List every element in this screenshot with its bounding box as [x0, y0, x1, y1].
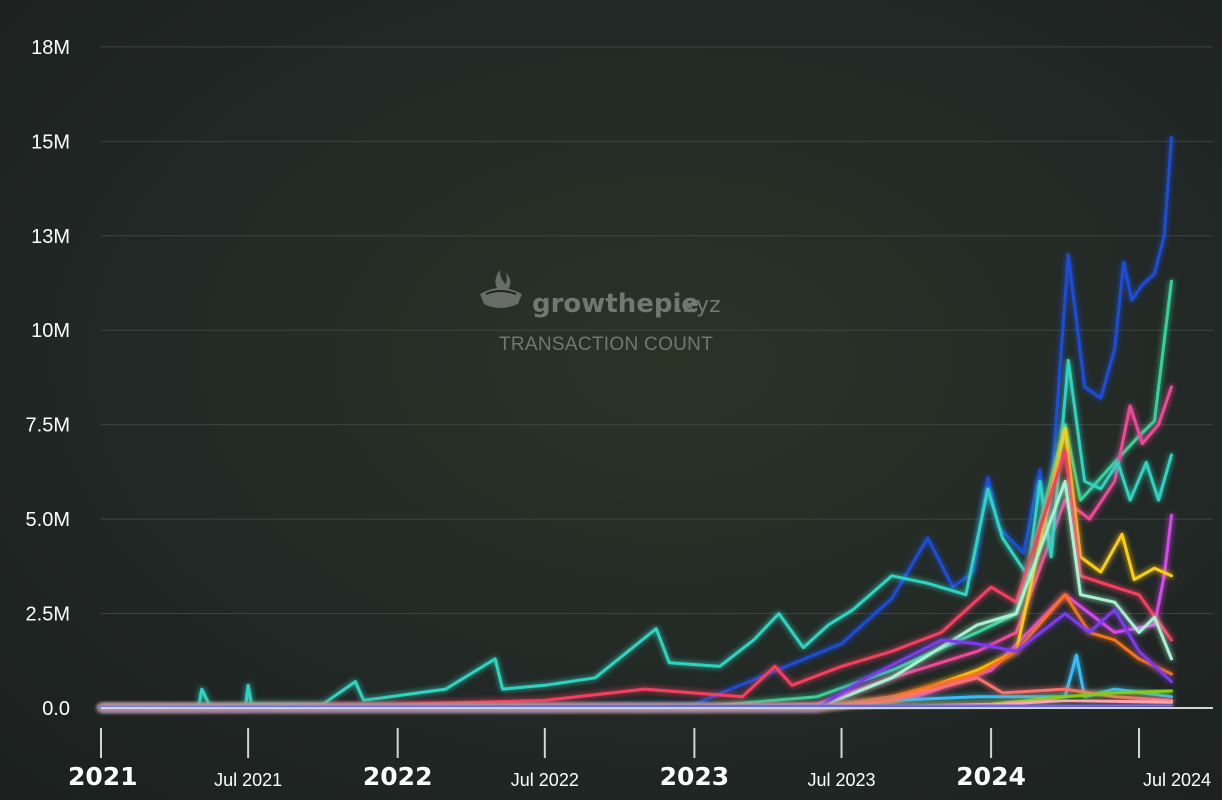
y-tick-label: 18M [31, 37, 70, 59]
series-line-1 [99, 136, 1173, 710]
x-tick-label: 2021 [68, 762, 138, 791]
grid-lines [101, 46, 1213, 709]
y-tick-label: 2.5M [26, 604, 70, 626]
series-line-7 [99, 449, 1173, 710]
series-line-4 [99, 358, 1173, 710]
y-tick-label: 10M [31, 320, 70, 342]
y-tick-label: 13M [31, 226, 70, 248]
series-lines [99, 136, 1173, 710]
series-line-8 [99, 479, 1173, 710]
x-axis: 2021 Jul 2021 2022 Jul 2022 2023 Jul 2023 2024… [68, 707, 1213, 791]
watermark-brand: growthepie [532, 289, 699, 319]
y-tick-label: 5.0M [26, 509, 70, 531]
x-tick-label: Jul 2023 [807, 770, 875, 790]
x-tick-label: Jul 2022 [511, 770, 579, 790]
series-line-3 [99, 385, 1173, 710]
pie-logo-icon [480, 270, 522, 308]
series-line-10 [99, 608, 1173, 710]
y-axis-labels: 0.0 2.5M 5.0M 7.5M 10M 13M 15M 18M [26, 37, 70, 720]
x-tick-label: Jul 2024 [1143, 770, 1211, 790]
watermark: growthepie .xyz TRANSACTION COUNT [480, 270, 721, 355]
x-tick-label: 2023 [660, 762, 730, 791]
x-tick-label: 2022 [363, 762, 433, 791]
x-tick-label: 2024 [956, 762, 1026, 791]
y-tick-label: 0.0 [42, 698, 70, 720]
x-tick-label: Jul 2021 [214, 770, 282, 790]
watermark-brand-suffix: .xyz [676, 293, 721, 318]
series-line-9 [99, 593, 1173, 710]
y-tick-label: 7.5M [26, 415, 70, 437]
watermark-subtitle: TRANSACTION COUNT [499, 334, 713, 355]
y-tick-label: 15M [31, 131, 70, 153]
